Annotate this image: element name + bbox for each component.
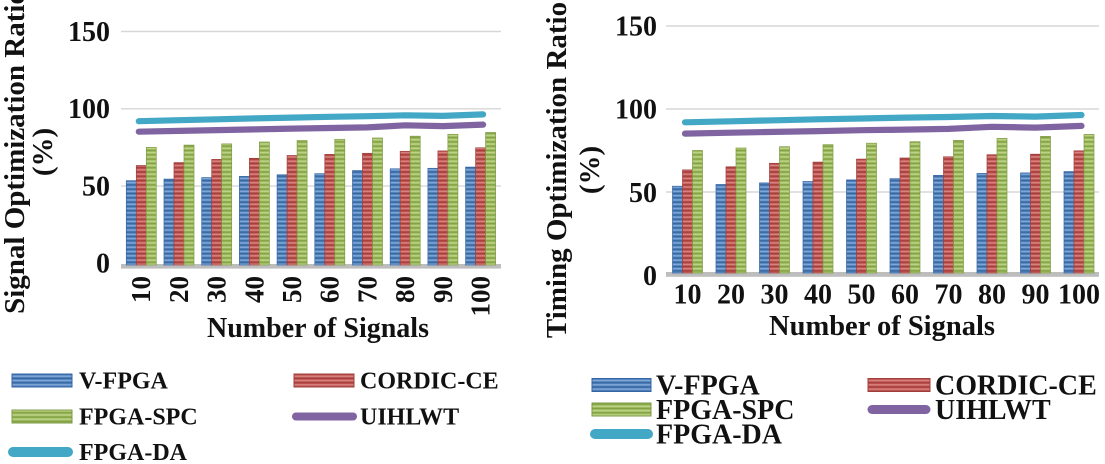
svg-text:FPGA-SPC: FPGA-SPC [656, 395, 794, 426]
svg-text:80: 80 [978, 279, 1006, 310]
svg-text:50: 50 [629, 178, 657, 209]
svg-text:CORDIC-CE: CORDIC-CE [935, 370, 1097, 401]
svg-text:60: 60 [315, 276, 345, 303]
svg-text:V-FPGA: V-FPGA [79, 368, 169, 394]
svg-text:CORDIC-CE: CORDIC-CE [360, 368, 499, 394]
svg-text:0: 0 [643, 261, 657, 292]
svg-text:150: 150 [615, 11, 657, 42]
svg-text:20: 20 [164, 276, 194, 303]
svg-text:150: 150 [68, 17, 110, 48]
svg-text:90: 90 [1022, 279, 1050, 310]
svg-text:FPGA-SPC: FPGA-SPC [79, 404, 198, 430]
svg-text:0: 0 [96, 249, 110, 280]
svg-text:100: 100 [68, 94, 110, 125]
svg-text:FPGA-DA: FPGA-DA [79, 440, 188, 464]
svg-text:Timing Optimization Ratio: Timing Optimization Ratio [541, 2, 573, 338]
svg-text:50: 50 [848, 279, 876, 310]
svg-text:20: 20 [717, 279, 745, 310]
svg-text:10: 10 [674, 279, 702, 310]
svg-text:40: 40 [804, 279, 832, 310]
svg-text:Signal Optimization Ratio: Signal Optimization Ratio [0, 0, 31, 314]
svg-text:(%): (%) [574, 146, 606, 194]
svg-text:50: 50 [277, 276, 307, 303]
svg-text:10: 10 [126, 276, 156, 303]
svg-text:90: 90 [428, 276, 458, 303]
svg-text:FPGA-DA: FPGA-DA [656, 419, 783, 450]
svg-text:V-FPGA: V-FPGA [656, 370, 760, 401]
svg-text:(%): (%) [27, 128, 59, 176]
svg-text:30: 30 [202, 276, 232, 303]
svg-text:100: 100 [1058, 279, 1100, 310]
svg-text:100: 100 [615, 94, 657, 125]
svg-text:80: 80 [390, 276, 420, 303]
svg-text:100: 100 [466, 276, 496, 317]
svg-text:UIHLWT: UIHLWT [935, 395, 1051, 426]
svg-text:70: 70 [935, 279, 963, 310]
svg-text:30: 30 [761, 279, 789, 310]
svg-text:60: 60 [891, 279, 919, 310]
svg-text:50: 50 [82, 171, 110, 202]
svg-text:UIHLWT: UIHLWT [360, 404, 459, 430]
svg-text:Number of Signals: Number of Signals [769, 311, 995, 342]
svg-text:40: 40 [239, 276, 269, 303]
svg-text:70: 70 [352, 276, 382, 303]
svg-text:Number of Signals: Number of Signals [207, 313, 429, 344]
